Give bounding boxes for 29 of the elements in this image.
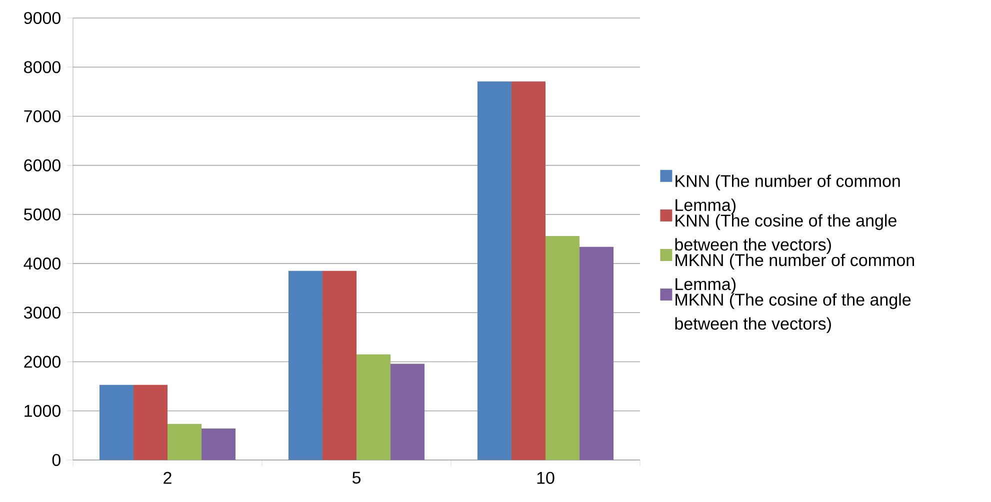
y-tick-label: 5000 bbox=[24, 208, 60, 220]
y-tick-label: 7000 bbox=[24, 110, 60, 122]
x-tick-label: 10 bbox=[537, 472, 554, 484]
bar bbox=[580, 246, 614, 460]
y-tick-label: 4000 bbox=[24, 258, 60, 270]
bar bbox=[99, 384, 134, 460]
y-tick-label: 3000 bbox=[24, 306, 60, 319]
y-tick-label: 1000 bbox=[24, 404, 60, 417]
bar bbox=[133, 384, 168, 460]
bar bbox=[202, 428, 236, 460]
y-tick-label: 9000 bbox=[24, 12, 60, 24]
bar bbox=[288, 270, 322, 460]
bar bbox=[168, 424, 202, 460]
bar bbox=[511, 81, 546, 460]
legend-label: MKNN (The number of common Lemma) bbox=[676, 254, 914, 294]
bar bbox=[546, 236, 580, 460]
legend-label: KNN (The cosine of the angle between the vectors) bbox=[675, 214, 896, 254]
y-tick-label: 8000 bbox=[24, 61, 60, 74]
bar bbox=[356, 354, 391, 460]
y-tick-label: 6000 bbox=[24, 159, 60, 172]
x-tick-label: 5 bbox=[352, 472, 361, 484]
bar bbox=[322, 270, 357, 460]
y-tick-label: 0 bbox=[52, 454, 60, 466]
y-tick-label: 2000 bbox=[24, 356, 60, 368]
legend-label: KNN (The number of common Lemma) bbox=[676, 174, 900, 214]
bar bbox=[390, 364, 425, 460]
x-tick-label: 2 bbox=[164, 472, 172, 484]
bar bbox=[477, 81, 512, 460]
legend-label: MKNN (The cosine of the angle between the vectors) bbox=[675, 293, 911, 334]
